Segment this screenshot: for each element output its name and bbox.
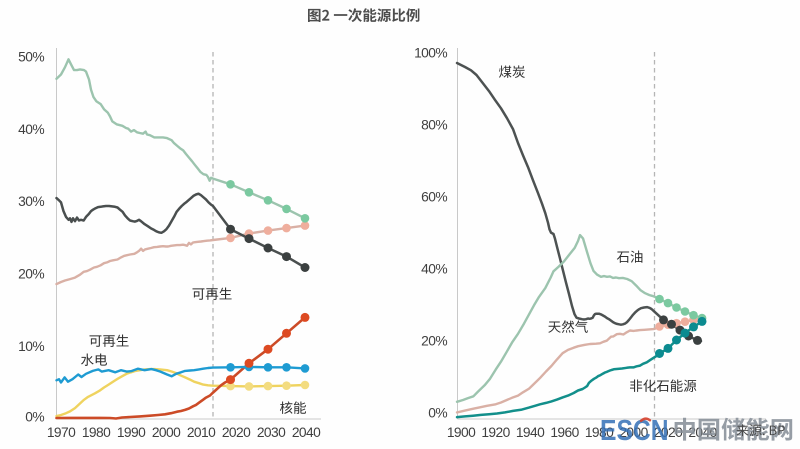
svg-text:10%: 10%	[18, 339, 44, 354]
svg-text:20%: 20%	[421, 334, 447, 349]
svg-text:50%: 50%	[18, 50, 44, 65]
svg-text:1980: 1980	[585, 425, 614, 440]
svg-text:ESCN: ESCN	[600, 415, 669, 447]
svg-text:1960: 1960	[550, 425, 579, 440]
svg-text:40%: 40%	[421, 262, 447, 277]
svg-text:100%: 100%	[414, 46, 447, 61]
svg-text:1970: 1970	[47, 425, 76, 440]
svg-text:30%: 30%	[18, 194, 44, 209]
svg-text:40%: 40%	[18, 122, 44, 137]
svg-text:1990: 1990	[117, 425, 146, 440]
svg-text:20%: 20%	[18, 267, 44, 282]
svg-text:0%: 0%	[25, 410, 44, 425]
svg-text:1920: 1920	[481, 425, 510, 440]
svg-text:2010: 2010	[187, 425, 216, 440]
svg-text:2020: 2020	[222, 425, 251, 440]
svg-text:0%: 0%	[428, 406, 447, 421]
svg-text:2000: 2000	[152, 425, 181, 440]
svg-text:2040: 2040	[292, 425, 321, 440]
svg-text:2030: 2030	[257, 425, 286, 440]
svg-text:60%: 60%	[421, 190, 447, 205]
svg-text:1940: 1940	[516, 425, 545, 440]
svg-text:2000: 2000	[619, 425, 648, 440]
svg-text:1900: 1900	[447, 425, 476, 440]
svg-text:80%: 80%	[421, 118, 447, 133]
svg-text:1980: 1980	[82, 425, 111, 440]
